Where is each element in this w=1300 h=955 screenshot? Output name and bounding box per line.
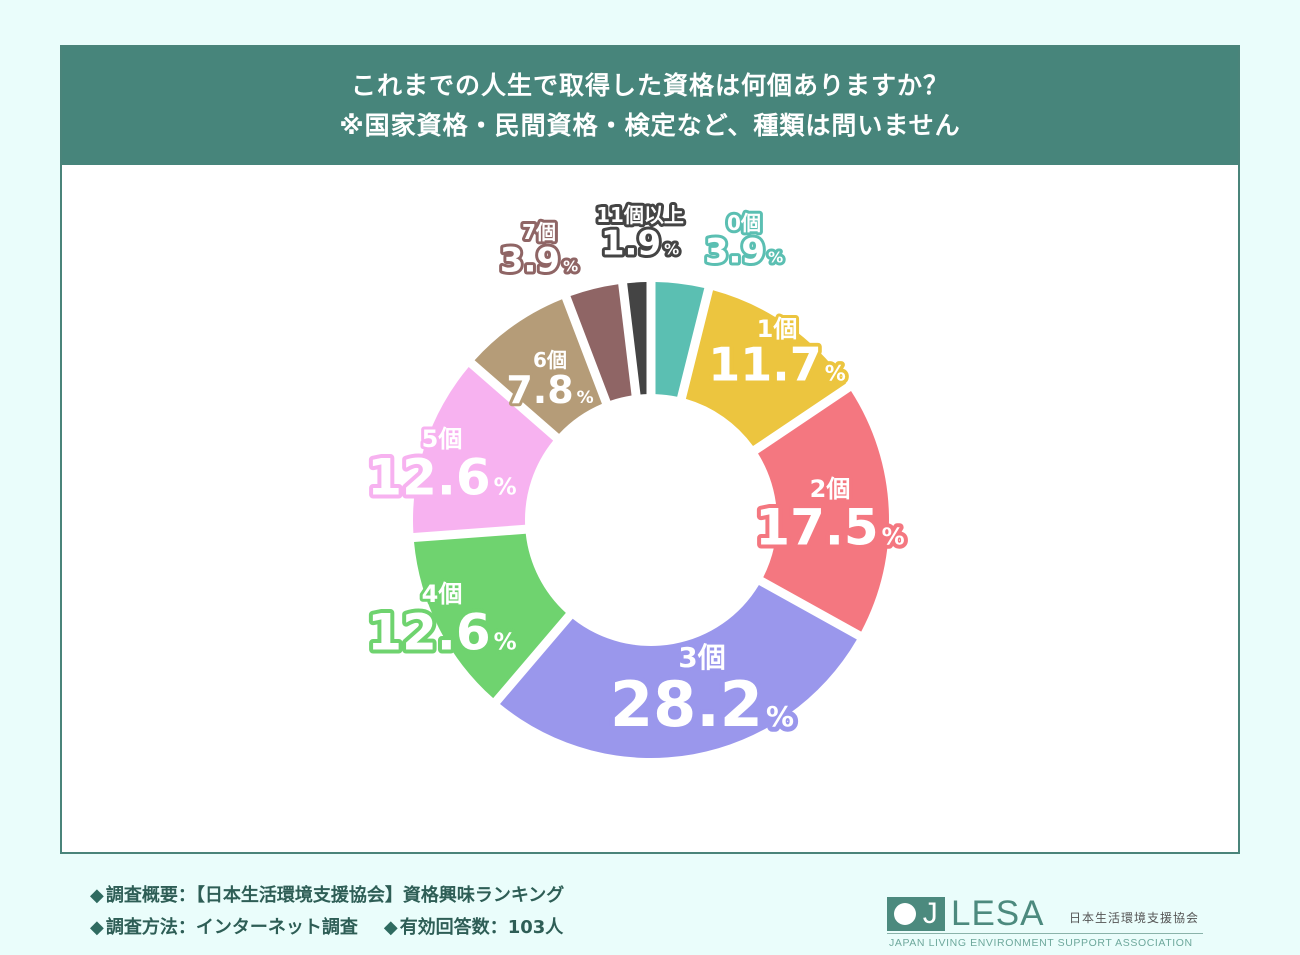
donut-segment [685, 290, 847, 447]
percent-value: 7.8% [506, 368, 593, 412]
donut-segment [758, 391, 889, 632]
donut-segment [474, 299, 602, 434]
survey-method: ◆ 調査方法：インターネット調査 ◆ 有効回答数：103人 [90, 917, 564, 938]
survey-notes: ◆ 調査概要：【日本生活環境支援協会】資格興味ランキング ◆ 調査方法：インターネッ… [90, 880, 564, 944]
percent-value: 12.6% [367, 604, 516, 662]
logo-mark: J [887, 897, 945, 931]
percent-value: 28.2% [610, 668, 794, 741]
donut-segment [570, 284, 632, 401]
category-label: 0個 [727, 211, 761, 235]
percent-value: 11.7% [708, 338, 846, 392]
percent-value: 3.9% [500, 240, 578, 280]
survey-overview: ◆ 調査概要：【日本生活環境支援協会】資格興味ランキング [90, 885, 565, 906]
logo-name-en: JAPAN LIVING ENVIRONMENT SUPPORT ASSOCIA… [889, 937, 1193, 949]
circle-icon [894, 903, 917, 925]
chart-area: 0個 3.9% 1個 11.7% 2個 17.5% 3個 28.2% 4個 12.6% 5個 12.6… [62, 165, 1238, 949]
lesa-logo: J LESA 日本生活環境支援協会 JAPAN LIVING ENVIRONME… [887, 894, 1207, 955]
donut-segment [655, 282, 705, 397]
percent-value: 17.5% [755, 499, 904, 557]
donut-segment [414, 533, 566, 699]
category-label: 7個 [522, 220, 556, 244]
category-label: 6個 [533, 348, 567, 372]
donut-segment [413, 366, 554, 534]
percent-value: 3.9% [705, 231, 783, 271]
category-label: 2個 [810, 475, 851, 503]
percent-value: 1.9% [601, 223, 679, 263]
infographic-frame: これまでの人生で取得した資格は何個ありますか？ ※国家資格・民間資格・検定など、… [60, 45, 1240, 949]
category-label: 5個 [422, 425, 463, 453]
category-label: 3個 [678, 641, 725, 674]
segment-label: 0個3.9% [702, 208, 786, 274]
chart-title: これまでの人生で取得した資格は何個ありますか？ [350, 71, 949, 100]
chart-subtitle: ※国家資格・民間資格・検定など、種類は問いません [339, 111, 961, 140]
diamond-bullet-icon: ◆ [90, 917, 104, 938]
donut-segment [500, 585, 857, 758]
category-label: 4個 [422, 580, 463, 608]
chart-header: これまでの人生で取得した資格は何個ありますか？ ※国家資格・民間資格・検定など、… [62, 47, 1238, 165]
logo-name-jp: 日本生活環境支援協会 [1069, 911, 1200, 925]
segment-label: 6個7.8% [503, 345, 596, 415]
percent-value: 12.6% [367, 449, 516, 507]
logo-divider [887, 933, 1203, 934]
category-label: 11個以上 [596, 203, 684, 227]
diamond-bullet-icon: ◆ [90, 885, 104, 906]
diamond-bullet-icon: ◆ [383, 917, 398, 938]
donut-segment [627, 282, 647, 395]
logo-name: LESA [951, 894, 1045, 933]
category-label: 1個 [757, 315, 798, 343]
segment-label: 7個3.9% [497, 217, 581, 283]
